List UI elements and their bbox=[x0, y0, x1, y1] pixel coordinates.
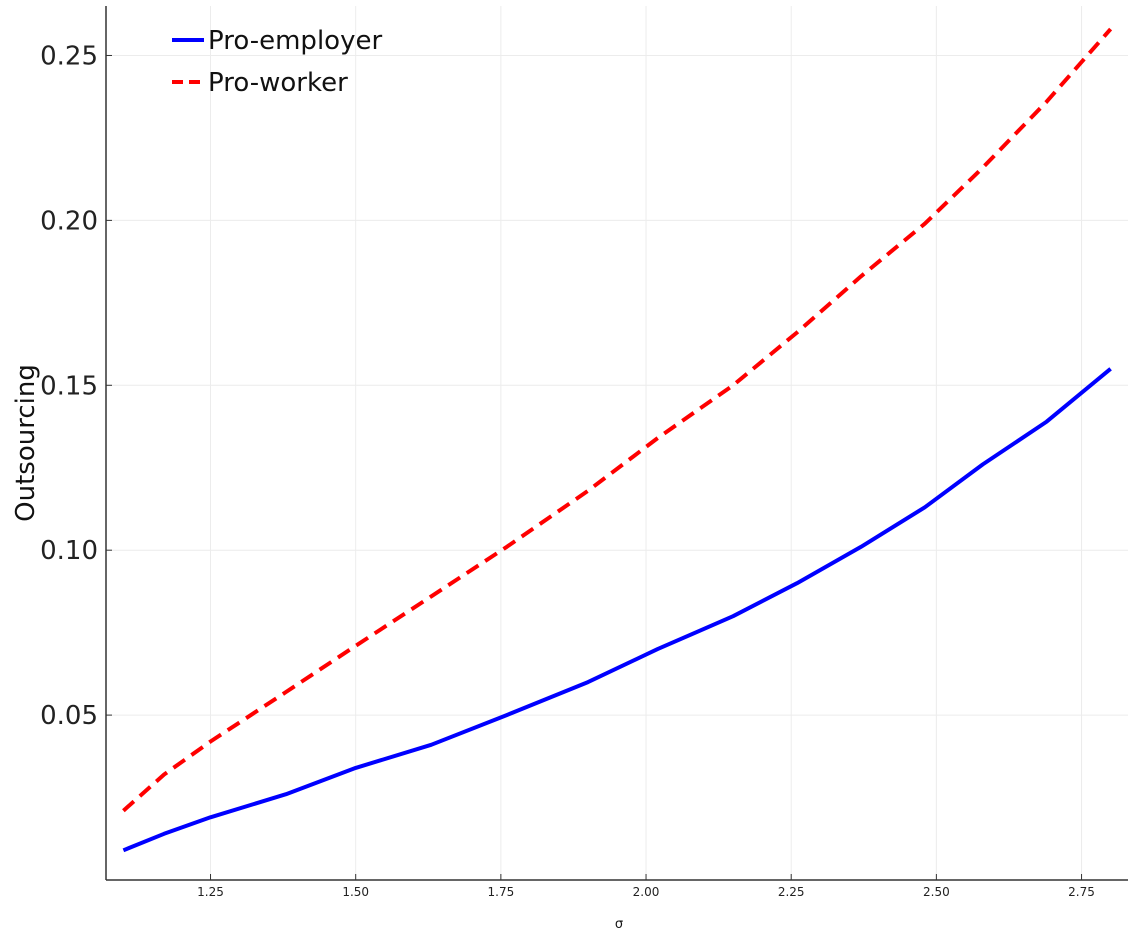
legend: Pro-employer Pro-worker bbox=[172, 26, 382, 98]
y-tick-label: 0.20 bbox=[40, 206, 98, 236]
x-axis-title: σ bbox=[615, 917, 623, 932]
x-tick-label: 2.25 bbox=[778, 885, 805, 899]
x-tick-label: 1.25 bbox=[197, 885, 224, 899]
y-tick-label: 0.10 bbox=[40, 536, 98, 566]
y-tick-label: 0.15 bbox=[40, 371, 98, 401]
legend-label-pro-worker: Pro-worker bbox=[208, 68, 348, 98]
y-axis-title: Outsourcing bbox=[11, 364, 41, 522]
series-lines bbox=[122, 27, 1113, 853]
x-tick-label: 1.75 bbox=[488, 885, 515, 899]
series-line-pro-worker bbox=[122, 27, 1113, 813]
grid bbox=[106, 6, 1128, 880]
y-axis-ticks: 0.05 0.10 0.15 0.20 0.25 bbox=[40, 41, 112, 731]
x-tick-label: 2.00 bbox=[633, 885, 660, 899]
legend-label-pro-employer: Pro-employer bbox=[208, 26, 382, 56]
x-tick-label: 2.50 bbox=[923, 885, 950, 899]
y-tick-label: 0.05 bbox=[40, 701, 98, 731]
x-tick-label: 2.75 bbox=[1068, 885, 1095, 899]
series-line-pro-employer bbox=[122, 367, 1112, 853]
x-tick-label: 1.50 bbox=[342, 885, 369, 899]
x-axis-ticks: 1.25 1.50 1.75 2.00 2.25 2.50 2.75 bbox=[197, 874, 1095, 899]
y-tick-label: 0.25 bbox=[40, 41, 98, 71]
